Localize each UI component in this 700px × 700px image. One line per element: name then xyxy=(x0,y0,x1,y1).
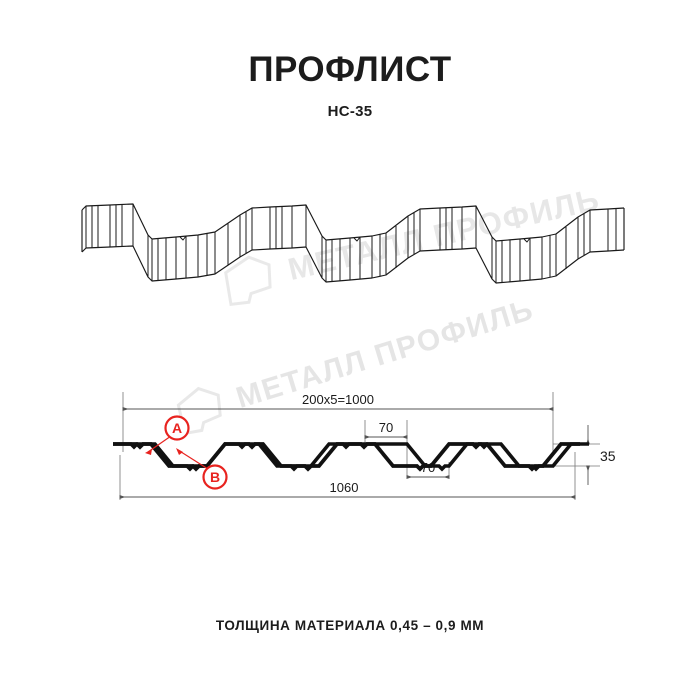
cross-section-profile-main xyxy=(113,442,580,472)
callout-a-label: A xyxy=(172,420,182,436)
dimension-total-label: 1060 xyxy=(330,480,359,495)
dimension-profile-height: 35 xyxy=(585,425,616,485)
dimension-pitch-label: 200x5=1000 xyxy=(302,392,374,407)
callout-b: B xyxy=(176,448,228,490)
dimension-pitch: 200x5=1000 xyxy=(122,392,554,412)
corrugated-sheet-3d xyxy=(81,203,625,284)
product-model: НС-35 xyxy=(327,102,373,120)
material-thickness-note: ТОЛЩИНА МАТЕРИАЛА 0,45 – 0,9 ММ xyxy=(215,618,485,633)
watermark-lower: МЕТАЛЛ ПРОФИЛЬ xyxy=(176,293,538,436)
dimension-crest-label: 70 xyxy=(379,420,393,435)
dimension-total-width: 1060 xyxy=(119,480,576,500)
callout-a: A xyxy=(145,415,190,455)
watermark-upper: МЕТАЛЛ ПРОФИЛЬ xyxy=(224,181,603,307)
title-block: ПРОФЛИСТ НС-35 xyxy=(0,50,700,120)
page-title: ПРОФЛИСТ xyxy=(248,50,452,89)
extension-lines xyxy=(119,392,600,500)
dimension-height-label: 35 xyxy=(600,448,616,464)
callout-b-label: B xyxy=(210,469,220,485)
watermark-text: МЕТАЛЛ ПРОФИЛЬ xyxy=(232,293,537,415)
dimension-crest-width: 70 xyxy=(364,420,408,440)
